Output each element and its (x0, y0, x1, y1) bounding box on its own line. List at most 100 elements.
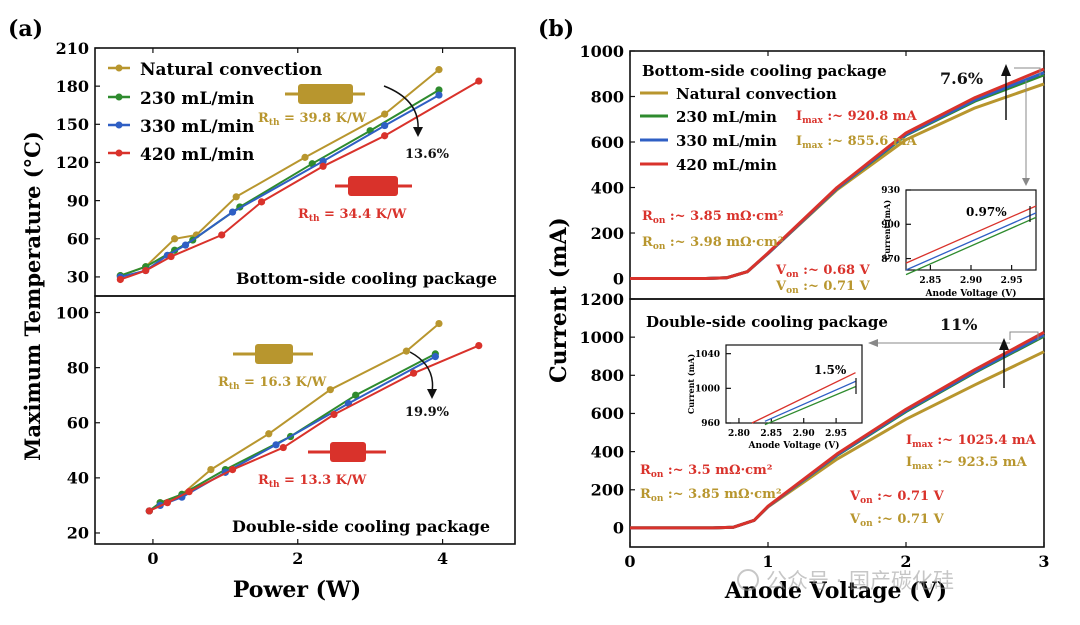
a-top-point (435, 91, 443, 99)
a-bottom-point (272, 441, 280, 449)
inset-bottom-ticks: 960 1000 1040 2.80 2.85 2.90 2.95 (695, 350, 847, 439)
b-xtick-label: 0 (624, 552, 635, 571)
a-top-point (171, 235, 179, 243)
legend-230: 230 mL/min (140, 89, 254, 109)
a-bottom-ytick-label: 20 (67, 524, 89, 543)
a-bottom-point (185, 488, 193, 496)
inset-bottom-xtick-label: 2.85 (760, 429, 782, 439)
inset-bottom-label: 1.5% (814, 363, 847, 377)
ron-420-bottom: Ron :~ 3.5 mΩ·cm² (640, 463, 772, 480)
increase-bottom: 11% (940, 315, 977, 334)
reduction-arrowhead-top (413, 127, 423, 137)
a-bottom-point (410, 369, 418, 377)
legend-marker-420 (115, 149, 123, 157)
b-bottom-inset: 960 1000 1040 2.80 2.85 2.90 2.95 1.5% Current… (686, 344, 863, 451)
a-bottom-point (265, 430, 273, 438)
a-top-point (228, 208, 237, 216)
inset-top-xtick-label: 2.85 (919, 276, 941, 286)
a-top-ytick-label: 150 (56, 115, 89, 134)
b-bottom-ytick-label: 200 (591, 481, 624, 500)
b-bottom-frame (629, 298, 1045, 548)
a-top-point (167, 252, 175, 261)
increase-arrowhead-top (1001, 64, 1011, 76)
b-bottom-ytick-label: 0 (613, 519, 624, 538)
inset-bottom-line-1 (764, 386, 856, 426)
b-legend-natural: Natural convection (676, 85, 837, 103)
b-legend-420: 420 mL/min (676, 156, 777, 174)
zoom-leader-head-bottom (868, 339, 878, 347)
b-xtick-label: 2 (900, 552, 911, 571)
a-bottom-point (402, 347, 410, 355)
ron-420-top: Ron :~ 3.85 mΩ·cm² (642, 209, 784, 226)
b-bottom-ytick-label: 600 (591, 404, 624, 423)
a-top-ytick-label: 90 (67, 191, 89, 210)
inset-top-ticks: 870 900 930 2.85 2.90 2.95 (881, 186, 1022, 286)
b-legend-330: 330 mL/min (676, 132, 777, 150)
imax-420-top: Imax :~ 920.8 mA (796, 109, 918, 126)
zoom-leader-head-top (1022, 178, 1030, 186)
a-top-series (116, 66, 483, 284)
a-bottom-series (145, 319, 483, 515)
a-bottom-ytick-label: 40 (67, 469, 89, 488)
inset-top-line-1 (905, 216, 1037, 276)
a-bottom-line-4 (148, 344, 480, 512)
package-icon-natural-bottom (233, 344, 313, 364)
b-top-ytick-label: 800 (591, 87, 624, 106)
inset-top-series (905, 205, 1037, 276)
a-bottom-frame (94, 295, 516, 545)
a-top-point (218, 231, 226, 239)
inset-top-xtick-label: 2.90 (960, 276, 982, 286)
inset-bottom-ytick-label: 1040 (695, 350, 720, 360)
b-xticks: 0 1 2 3 (624, 51, 1050, 571)
increase-arrowhead-bottom (999, 338, 1009, 350)
a-top-point (301, 153, 309, 161)
rth-natural-top: Rth = 39.8 K/W (258, 111, 367, 128)
a-bottom-point (228, 466, 237, 474)
inset-top-xtick-label: 2.95 (1001, 276, 1023, 286)
a-top-point (232, 193, 240, 201)
a-bottom-point (475, 342, 483, 350)
zoom-box-bottom (1009, 331, 1039, 340)
a-top-yticks: 30 60 90 120 150 180 210 (56, 39, 100, 287)
a-xlabel: Power (W) (233, 577, 361, 603)
a-top-point (116, 275, 124, 284)
b-top-ytick-label: 600 (591, 133, 624, 152)
title-b-top: Bottom-side cooling package (642, 62, 887, 80)
a-top-point (381, 110, 389, 118)
a-top-point (381, 132, 389, 140)
rth-420-top: Rth = 34.4 K/W (298, 207, 407, 224)
inset-top-ytick-label: 900 (881, 221, 900, 231)
reduction-arrowhead-bottom (427, 389, 437, 399)
b-bottom-ytick-label: 1000 (579, 328, 624, 347)
b-bottom-ytick-label: 800 (591, 366, 624, 385)
b-bottom-ytick-label: 1200 (579, 290, 624, 309)
b-top-series (630, 67, 1045, 280)
b-bottom-line-4 (630, 330, 1045, 530)
b-xtick-label: 1 (762, 552, 773, 571)
b-bottom-series (630, 330, 1045, 530)
a-bottom-annotations: Rth = 16.3 K/W Rth = 13.3 K/W 19.9% Doub… (218, 344, 490, 536)
inset-bottom-xtick-label: 2.95 (825, 429, 847, 439)
ron-natural-bottom: Ron :~ 3.85 mΩ·cm² (640, 487, 782, 504)
a-top-line-4 (119, 80, 480, 281)
a-top-point (475, 77, 483, 85)
imax-420-bottom: Imax :~ 1025.4 mA (906, 433, 1037, 450)
b-top-ytick-label: 1000 (579, 42, 624, 61)
title-b-bottom: Double-side cooling package (646, 313, 888, 331)
legend-marker-natural (115, 64, 123, 72)
a-top-point (319, 157, 327, 165)
package-icon-420-top (335, 176, 412, 196)
legend-marker-230 (115, 93, 123, 101)
inset-top-ytick-label: 930 (881, 186, 900, 196)
von-natural-top: Von :~ 0.71 V (775, 279, 871, 296)
von-420-bottom: Von :~ 0.71 V (849, 489, 945, 506)
von-420-top: Von :~ 0.68 V (775, 263, 871, 280)
a-bottom-ytick-label: 100 (56, 303, 89, 322)
legend-420: 420 mL/min (140, 145, 254, 165)
ron-natural-top: Ron :~ 3.98 mΩ·cm² (642, 235, 784, 252)
a-bottom-point (352, 391, 360, 399)
wechat-icon (737, 569, 759, 591)
a-xtick-label: 2 (292, 549, 303, 568)
a-top-annotations: Rth = 39.8 K/W Rth = 34.4 K/W 13.6% Bott… (236, 84, 497, 288)
